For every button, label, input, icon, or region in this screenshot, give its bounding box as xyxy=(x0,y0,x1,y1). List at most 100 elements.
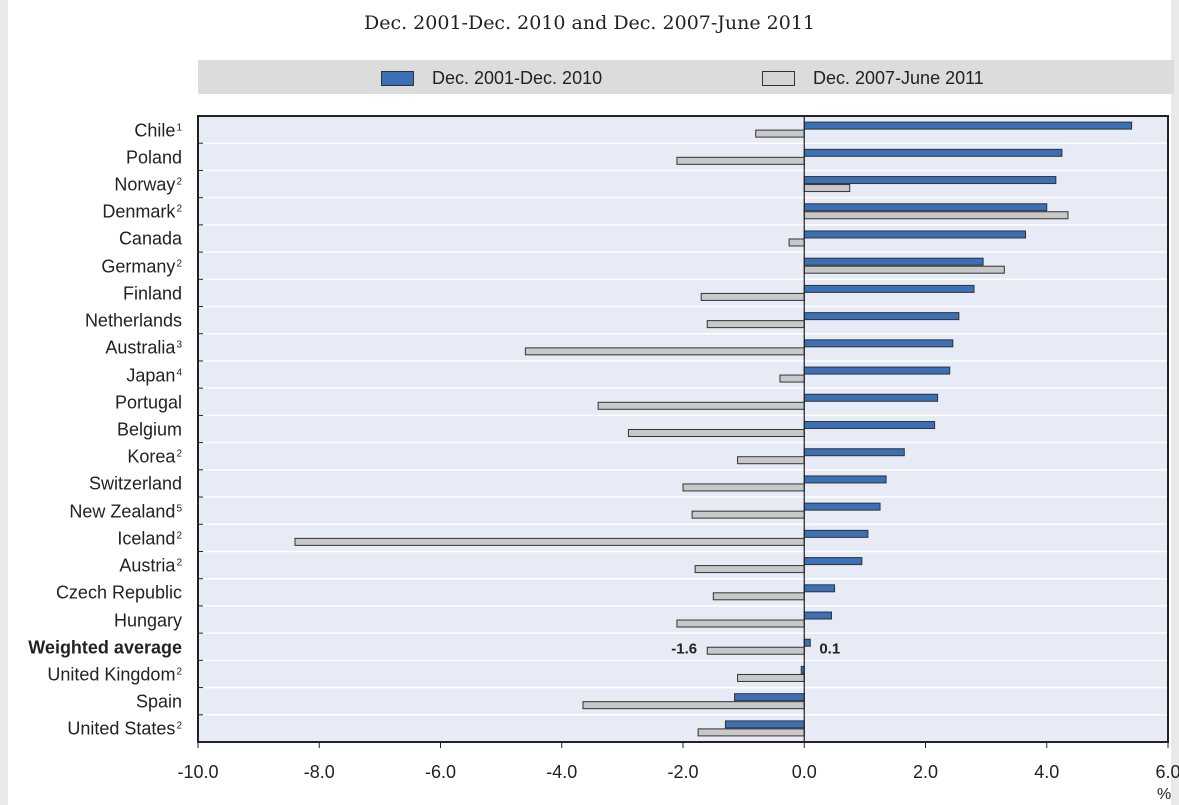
annotation-weighted-average-series-1: 0.1 xyxy=(819,640,841,658)
bar-series-2 xyxy=(706,320,805,329)
bar-series-2 xyxy=(700,292,805,301)
bar-series-2 xyxy=(706,646,805,655)
bar-series-2 xyxy=(627,429,805,437)
bar-series-1 xyxy=(803,366,951,375)
category-label: United States2 xyxy=(67,718,182,739)
bar-series-1 xyxy=(803,638,811,647)
bar-series-1 xyxy=(803,393,939,402)
category-label: Japan4 xyxy=(126,365,182,386)
bar-series-1 xyxy=(803,448,905,457)
bar-series-2 xyxy=(737,456,805,465)
x-tick-label: -8.0 xyxy=(303,762,335,782)
bar-series-2 xyxy=(697,728,805,737)
bar-series-1 xyxy=(803,148,1063,157)
legend-swatch-series-1 xyxy=(381,70,414,86)
footnote-marker: 5 xyxy=(176,503,182,515)
category-label: Weighted average xyxy=(28,637,182,658)
legend: Dec. 2001-Dec. 2010 Dec. 2007-June 2011 xyxy=(198,60,1174,94)
footnote-marker: 2 xyxy=(176,176,182,188)
bar-series-1 xyxy=(803,339,954,348)
x-tick-label: -10.0 xyxy=(177,762,219,782)
bar-series-2 xyxy=(524,347,805,356)
category-label: Belgium xyxy=(116,419,182,440)
category-label: Korea2 xyxy=(127,446,182,467)
x-tick-label: 0.0 xyxy=(791,762,817,782)
x-tick-label: -4.0 xyxy=(546,762,578,782)
category-label: Portugal xyxy=(114,392,182,413)
bar-series-2 xyxy=(803,211,1069,220)
bar-series-2 xyxy=(803,184,851,193)
x-tick-label: -2.0 xyxy=(667,762,699,782)
category-label: Norway2 xyxy=(114,174,182,195)
category-label: Chile1 xyxy=(134,120,182,141)
category-label: Iceland2 xyxy=(117,528,182,549)
footnote-marker: 2 xyxy=(176,258,182,270)
x-tick-label: -6.0 xyxy=(424,762,457,782)
bar-series-1 xyxy=(803,475,887,484)
bar-series-2 xyxy=(294,537,805,546)
legend-item-series-2: Dec. 2007-June 2011 xyxy=(762,68,984,88)
bar-series-1 xyxy=(803,502,881,511)
bar-series-2 xyxy=(694,565,805,574)
chart-title: Dec. 2001-Dec. 2010 and Dec. 2007-June 2… xyxy=(363,12,816,34)
category-label: Netherlands xyxy=(84,310,182,331)
bar-series-2 xyxy=(691,510,805,519)
category-label: Czech Republic xyxy=(55,582,182,603)
category-label: Hungary xyxy=(113,610,182,631)
bar-series-1 xyxy=(803,312,960,321)
category-label: Spain xyxy=(135,691,182,712)
annotation-weighted-average-series-2: -1.6 xyxy=(671,640,698,658)
bar-series-1 xyxy=(803,203,1048,212)
bar-series-2 xyxy=(682,483,805,492)
footnote-marker: 1 xyxy=(176,122,182,134)
legend-swatch-series-2 xyxy=(762,70,795,86)
bar-series-2 xyxy=(676,156,805,165)
bar-series-2 xyxy=(597,401,805,410)
footnote-marker: 2 xyxy=(176,448,182,460)
category-label: Finland xyxy=(122,283,182,304)
bar-series-1 xyxy=(803,284,975,293)
footnote-marker: 2 xyxy=(176,720,182,732)
bar-series-2 xyxy=(582,701,805,710)
bar-series-2 xyxy=(788,238,805,247)
category-label: New Zealand5 xyxy=(69,501,182,522)
bar-series-1 xyxy=(803,529,869,538)
bar-series-1 xyxy=(803,257,984,266)
category-label: Germany2 xyxy=(101,256,182,277)
bar-series-1 xyxy=(803,230,1027,239)
legend-label-series-1: Dec. 2001-Dec. 2010 xyxy=(432,67,603,88)
bar-series-2 xyxy=(779,374,805,383)
footnote-marker: 4 xyxy=(176,367,182,379)
footnote-marker: 2 xyxy=(176,666,182,678)
x-tick-label: 2.0 xyxy=(912,762,939,782)
category-label: Poland xyxy=(125,147,182,168)
bar-series-2 xyxy=(712,592,805,601)
category-label: Australia3 xyxy=(105,337,182,358)
bar-series-1 xyxy=(803,121,1133,130)
footnote-marker: 2 xyxy=(176,203,182,215)
category-label: Austria2 xyxy=(119,555,182,576)
bar-series-1 xyxy=(803,421,936,429)
footnote-marker: 3 xyxy=(176,339,182,351)
bar-series-1 xyxy=(803,176,1057,185)
bar-series-1 xyxy=(724,720,805,729)
bar-series-1 xyxy=(734,693,805,702)
x-tick-label: 4.0 xyxy=(1034,762,1060,782)
bar-series-1 xyxy=(803,584,836,593)
category-label: Switzerland xyxy=(88,473,182,494)
x-axis-unit: % xyxy=(1157,786,1172,803)
category-label: Denmark2 xyxy=(102,201,182,222)
category-label: United Kingdom2 xyxy=(47,664,182,685)
bar-series-2 xyxy=(737,673,805,682)
legend-label-series-2: Dec. 2007-June 2011 xyxy=(813,67,984,88)
bar-series-1 xyxy=(803,557,863,566)
bar-series-2 xyxy=(676,619,805,628)
bar-series-2 xyxy=(803,265,1005,274)
category-label: Canada xyxy=(118,228,182,249)
bar-series-1 xyxy=(803,611,833,620)
x-tick-label: 6.0 xyxy=(1155,762,1179,782)
footnote-marker: 2 xyxy=(176,557,182,569)
footnote-marker: 2 xyxy=(176,530,182,542)
bar-series-2 xyxy=(755,129,805,138)
